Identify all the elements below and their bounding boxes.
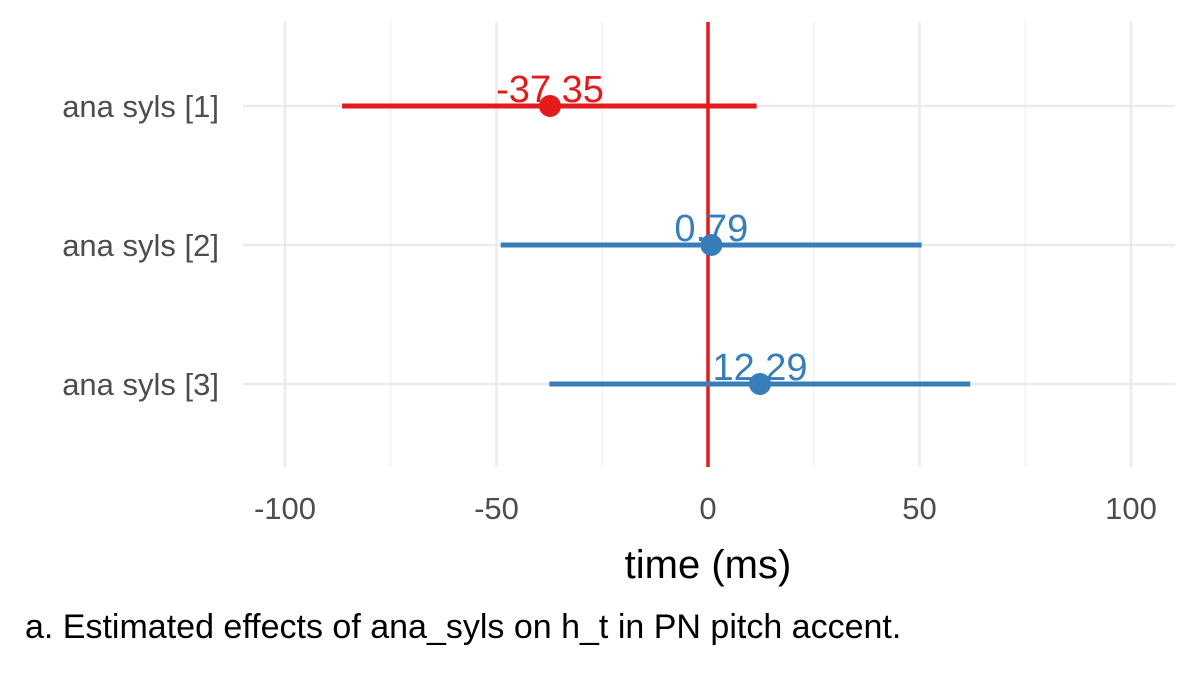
category-labels: ana syls [1] ana syls [2] ana syls [3]: [62, 89, 219, 402]
value-label: 12.29: [712, 347, 807, 389]
x-tick-label: 50: [902, 491, 936, 526]
figure-caption: a. Estimated effects of ana_syls on h_t …: [25, 608, 902, 646]
x-tick-label: 100: [1105, 491, 1157, 526]
x-tick-label: -50: [474, 491, 519, 526]
category-label: ana syls [2]: [62, 228, 219, 263]
value-label: 0.79: [674, 208, 748, 250]
x-tick-labels: -100 -50 0 50 100: [254, 491, 1157, 526]
estimate-point: [700, 234, 723, 256]
estimate-point: [539, 95, 562, 117]
category-label: ana syls [1]: [62, 89, 219, 124]
x-tick-label: 0: [699, 491, 716, 526]
category-label: ana syls [3]: [62, 367, 219, 402]
x-tick-label: -100: [254, 491, 316, 526]
point-layer: -37.35 0.79 12.29: [496, 69, 808, 395]
estimate-point: [748, 373, 771, 395]
value-label: -37.35: [496, 69, 604, 111]
x-axis-title: time (ms): [625, 543, 792, 587]
